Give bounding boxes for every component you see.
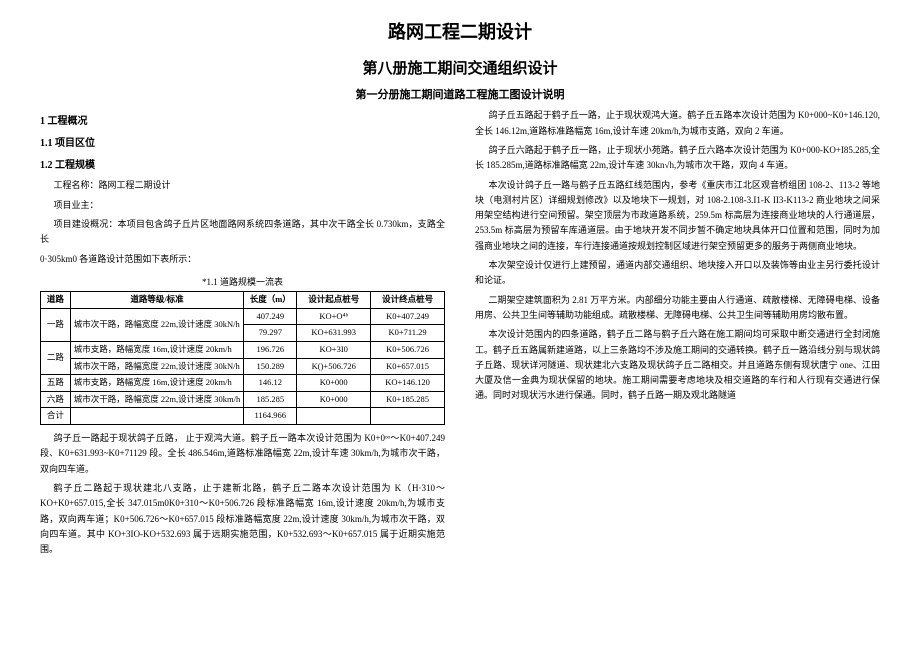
heading-1-1: 1.1 项目区位 — [40, 136, 445, 152]
cell: 79.297 — [244, 325, 297, 342]
cell: 407.249 — [244, 308, 297, 325]
cell: K0+000 — [297, 375, 371, 392]
left-p4: 0·305km0 各道路设计范围如下表所示： — [40, 252, 445, 267]
cell: 城市支路，路幅宽度 16m,设计速度 20km/h — [70, 375, 243, 392]
cell: 185.285 — [244, 391, 297, 408]
heading-1-2: 1.2 工程规模 — [40, 158, 445, 174]
right-p2: 鸽子丘六路起于鹤子丘一路，止于现状小苑路。鹤子丘六路本次设计范围为 K0+000… — [475, 143, 880, 174]
th-beg: 设计起点桩号 — [297, 292, 371, 309]
cell: K0+407.249 — [371, 308, 445, 325]
cell: 城市次干路，路幅宽度 22m,设计速度 30km/h — [70, 391, 243, 408]
left-p3: 项目建设概况：本项目包含鸽子丘片区地面路网系统四条道路，其中次干路全长 0.73… — [40, 217, 445, 248]
cell: KO+146.120 — [371, 375, 445, 392]
cell: 合计 — [41, 408, 71, 425]
left-p2: 项目业主： — [40, 198, 445, 213]
title-sub: 第八册施工期间交通组织设计 — [40, 57, 880, 81]
table-row: 城市次干路，路幅宽度 22m,设计速度 30kN/h150.289K()+506… — [41, 358, 445, 375]
cell-std: 城市次干路，路幅宽度 22m,设计速度 30kN/h — [70, 308, 243, 341]
cell-std: 城市次干路，路幅宽度 22m,设计速度 30kN/h — [70, 358, 243, 375]
left-column: 1 工程概况 1.1 项目区位 1.2 工程规模 工程名称：路网工程二期设计 项… — [40, 108, 445, 561]
table-row: 二路城市支路，路幅宽度 16m,设计速度 20km/h196.726KO+3I0… — [41, 342, 445, 359]
cell-road: 一路 — [41, 308, 71, 341]
cell: 196.726 — [244, 342, 297, 359]
two-col-layout: 1 工程概况 1.1 项目区位 1.2 工程规模 工程名称：路网工程二期设计 项… — [40, 108, 880, 561]
cell: KO+3I0 — [297, 342, 371, 359]
cell: 1164.966 — [244, 408, 297, 425]
table-row: 五路城市支路，路幅宽度 16m,设计速度 20km/h146.12K0+000K… — [41, 375, 445, 392]
cell-std: 城市支路，路幅宽度 16m,设计速度 20km/h — [70, 342, 243, 359]
cell: 150.289 — [244, 358, 297, 375]
page-wrap: 路网工程二期设计 第八册施工期间交通组织设计 第一分册施工期间道路工程施工图设计… — [0, 0, 920, 651]
right-p5: 二期架空建筑面积为 2.81 万平方米。内部细分功能主要由人行通道、疏散楼梯、无… — [475, 293, 880, 324]
right-p6: 本次设计范围内的四条道路，鹤子丘二路与鹤子丘六路在施工期间均可采取中断交通进行全… — [475, 327, 880, 403]
cell — [297, 408, 371, 425]
right-p3: 本次设计鸽子丘一路与鹤子丘五路红线范围内，参考《重庆市江北区观音桥组团 108-… — [475, 178, 880, 254]
table-row: 合计 1164.966 — [41, 408, 445, 425]
cell: 146.12 — [244, 375, 297, 392]
table-row: 一路城市次干路，路幅宽度 22m,设计速度 30kN/h407.249KO+O⁴… — [41, 308, 445, 325]
cell: KO+O⁴ᵇ — [297, 308, 371, 325]
cell — [371, 408, 445, 425]
right-p4: 本次架空设计仅进行上建预留，通道内部交通组织、地块接入开口以及装饰等由业主另行委… — [475, 258, 880, 289]
left-p5: 鸽子丘一路起于现状鸽子丘路， 止于观鸿大道。鹤子丘一路本次设计范围为 K0+0ᵒ… — [40, 431, 445, 477]
table-head-row: 道路 道路等级/标准 长度（m） 设计起点桩号 设计终点桩号 — [41, 292, 445, 309]
cell: K0+000 — [297, 391, 371, 408]
th-road: 道路 — [41, 292, 71, 309]
heading-1: 1 工程概况 — [40, 114, 445, 130]
title-main: 路网工程二期设计 — [40, 18, 880, 47]
cell: K()+506.726 — [297, 358, 371, 375]
road-spec-table: 道路 道路等级/标准 长度（m） 设计起点桩号 设计终点桩号 一路城市次干路，路… — [40, 291, 445, 425]
cell: 五路 — [41, 375, 71, 392]
right-p1: 鸽子丘五路起于鹤子丘一路，止于现状观鸿大道。鹤子丘五路本次设计范围为 K0+00… — [475, 108, 880, 139]
cell: K0+657.015 — [371, 358, 445, 375]
table-caption: *1.1 道路规模一流表 — [40, 275, 445, 289]
th-std: 道路等级/标准 — [70, 292, 243, 309]
left-p6: 鹤子丘二路起于现状建北八支路，止于建新北路，鹤子丘二路本次设计范围为 K（H·3… — [40, 481, 445, 557]
left-p1: 工程名称：路网工程二期设计 — [40, 178, 445, 193]
title-third: 第一分册施工期间道路工程施工图设计说明 — [40, 87, 880, 105]
cell: K0+506.726 — [371, 342, 445, 359]
right-column: 鸽子丘五路起于鹤子丘一路，止于现状观鸿大道。鹤子丘五路本次设计范围为 K0+00… — [475, 108, 880, 561]
cell: KO+631.993 — [297, 325, 371, 342]
cell: K0+711.29 — [371, 325, 445, 342]
cell — [70, 408, 243, 425]
cell-road: 二路 — [41, 342, 71, 375]
th-len: 长度（m） — [244, 292, 297, 309]
cell: 六路 — [41, 391, 71, 408]
cell: K0+185.285 — [371, 391, 445, 408]
table-row: 六路城市次干路，路幅宽度 22m,设计速度 30km/h185.285K0+00… — [41, 391, 445, 408]
th-end: 设计终点桩号 — [371, 292, 445, 309]
